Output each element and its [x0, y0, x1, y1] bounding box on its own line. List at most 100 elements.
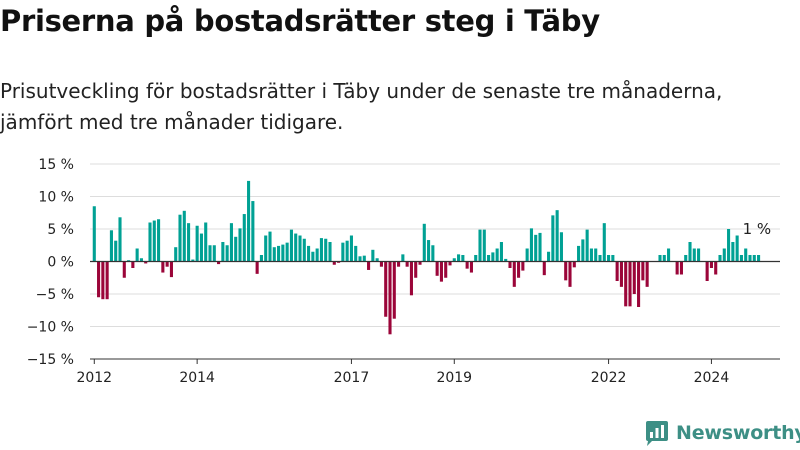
bar: [289, 229, 293, 262]
bar: [418, 261, 422, 265]
bar: [255, 261, 259, 274]
bar: [277, 245, 281, 262]
bars: [92, 180, 761, 335]
bar: [349, 235, 353, 262]
bar: [529, 228, 533, 262]
bar: [384, 261, 388, 317]
bar: [439, 261, 443, 282]
bar: [692, 248, 696, 262]
bar: [581, 239, 585, 262]
bar: [538, 232, 542, 262]
bar: [594, 248, 598, 262]
bar: [131, 261, 135, 268]
bar: [272, 247, 276, 262]
bar: [478, 229, 482, 262]
bar: [607, 255, 611, 262]
bar: [217, 261, 221, 265]
bar: [341, 242, 345, 262]
bar: [735, 235, 739, 262]
bar: [332, 261, 336, 265]
bar: [294, 233, 298, 262]
bar: [731, 242, 735, 262]
bar: [585, 229, 589, 262]
bar: [748, 255, 752, 262]
bar: [521, 261, 525, 271]
y-tick-label: 5 %: [47, 222, 74, 238]
bar: [589, 248, 593, 262]
bar: [448, 261, 452, 266]
newsworthy-icon: [646, 421, 668, 446]
bar: [379, 261, 383, 267]
bar: [392, 261, 396, 319]
chart-title: Priserna på bostadsrätter steg i Täby: [0, 4, 600, 38]
y-tick-label: −5 %: [36, 287, 74, 303]
bar: [452, 258, 456, 262]
bar: [542, 261, 546, 276]
bar: [722, 248, 726, 262]
bar: [611, 255, 615, 262]
bar: [598, 255, 602, 262]
bar: [105, 261, 109, 300]
axes: [90, 260, 780, 360]
bar: [405, 261, 409, 267]
bar: [319, 238, 323, 262]
bar: [401, 254, 405, 262]
x-tick-label: 2019: [436, 370, 472, 386]
bar: [752, 255, 756, 262]
bar: [109, 230, 113, 262]
bar: [457, 254, 461, 262]
chart-subtitle: Prisutveckling för bostadsrätter i Täby …: [0, 79, 723, 134]
bar: [568, 261, 572, 287]
bar: [238, 228, 242, 262]
bar: [199, 233, 203, 262]
bar: [101, 261, 105, 300]
bar: [422, 223, 426, 262]
bar: [182, 210, 186, 262]
bar: [624, 261, 628, 307]
bar: [169, 261, 173, 278]
bar: [512, 261, 516, 287]
bar: [362, 255, 366, 262]
bar: [268, 231, 272, 262]
bar: [667, 248, 671, 262]
bar: [679, 261, 683, 275]
bar: [204, 222, 208, 262]
bar: [504, 258, 508, 262]
bar: [174, 247, 178, 262]
bar: [139, 258, 143, 262]
bar: [632, 261, 636, 294]
brand-logo[interactable]: Newsworthy: [644, 418, 800, 448]
bar: [714, 261, 718, 275]
y-tick-label: −15 %: [27, 352, 74, 368]
bar: [645, 261, 649, 287]
bar: [225, 245, 229, 262]
bar: [431, 245, 435, 262]
bar: [221, 242, 225, 262]
bar: [354, 245, 358, 262]
bar: [705, 261, 709, 281]
bar: [474, 255, 478, 262]
bar-chart: −15 %−10 %−5 %0 %5 %10 %15 % 2012 2014 201…: [27, 157, 780, 386]
bar: [122, 261, 126, 278]
bar: [469, 261, 473, 273]
bar: [435, 261, 439, 276]
bar: [178, 214, 182, 262]
bar: [375, 258, 379, 262]
y-tick-label: 0 %: [47, 255, 74, 271]
bar: [641, 261, 645, 281]
bar: [465, 261, 469, 269]
bar: [482, 229, 486, 262]
bar: [165, 261, 169, 267]
bar: [508, 261, 512, 268]
bar: [367, 261, 371, 270]
bar: [212, 245, 216, 262]
bar: [461, 255, 465, 262]
y-tick-label: 10 %: [38, 190, 74, 206]
x-tick-label: 2022: [591, 370, 627, 386]
bar: [92, 206, 96, 262]
bar: [662, 255, 666, 262]
x-tick-label: 2024: [694, 370, 730, 386]
bar: [152, 220, 156, 262]
bar: [577, 245, 581, 262]
y-tick-label: 15 %: [38, 157, 74, 173]
